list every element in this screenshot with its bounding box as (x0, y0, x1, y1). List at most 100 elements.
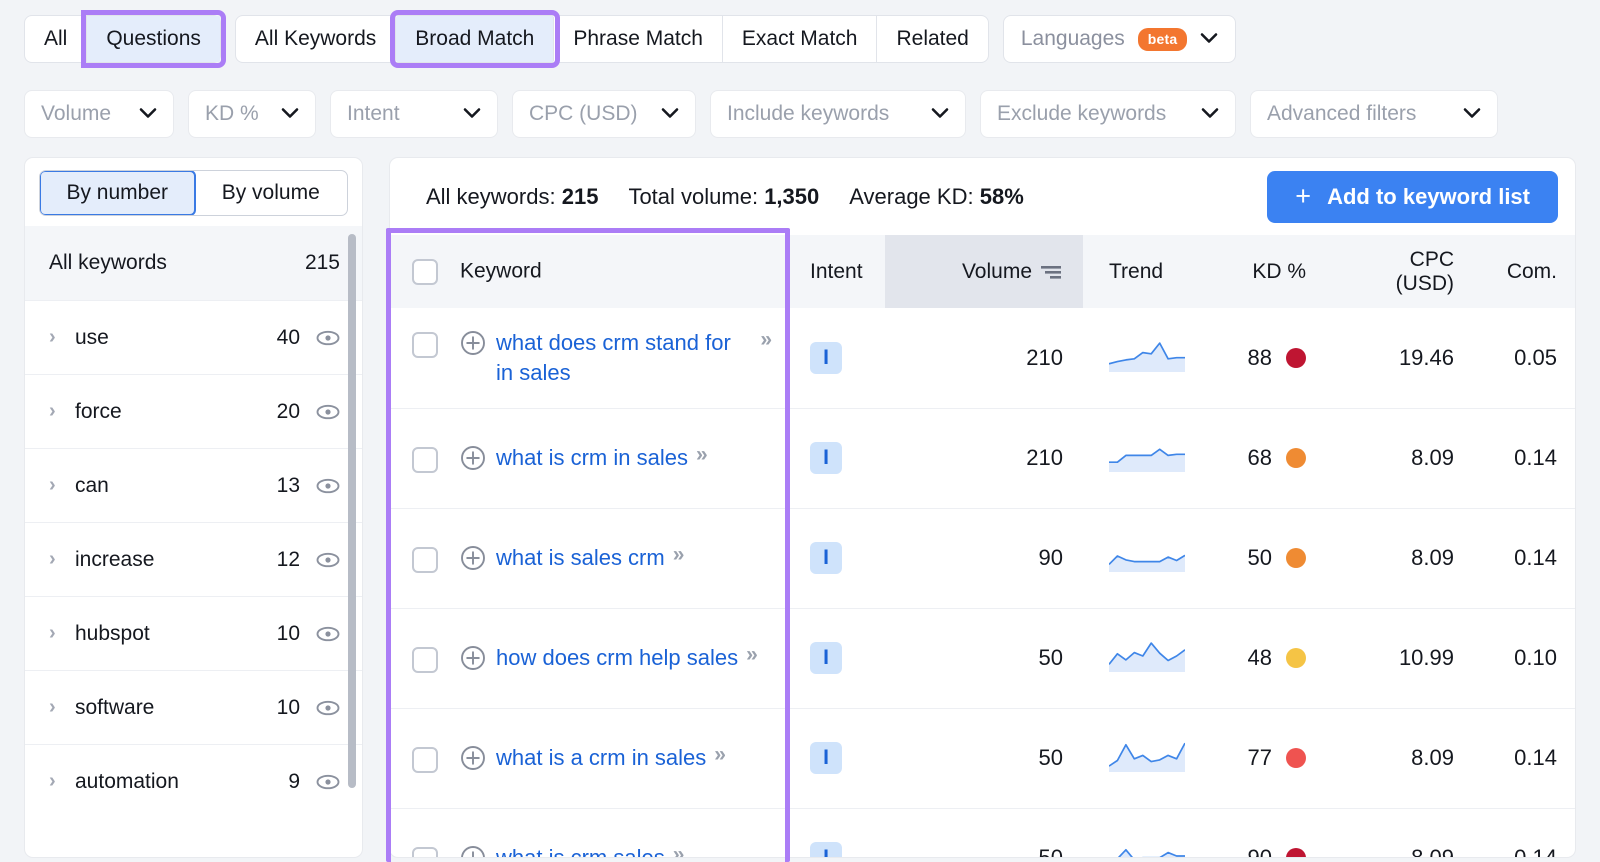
expand-keyword-icon[interactable]: » (746, 643, 758, 666)
row-checkbox[interactable] (412, 547, 438, 573)
tab-broad-match[interactable]: Broad Match (390, 10, 561, 68)
eye-icon[interactable] (316, 622, 340, 646)
chevron-right-icon[interactable]: › (49, 622, 56, 644)
sidebar-item-label: software (75, 695, 155, 719)
header-kd[interactable]: KD % (1211, 235, 1326, 308)
chevron-right-icon[interactable]: › (49, 696, 56, 718)
intent-badge[interactable]: I (810, 542, 842, 574)
sidebar-item-count: 12 (276, 547, 300, 571)
row-checkbox[interactable] (412, 647, 438, 673)
add-keyword-icon[interactable] (460, 745, 486, 771)
stat-all-keywords-value: 215 (561, 183, 599, 209)
header-com[interactable]: Com. (1474, 235, 1575, 308)
header-intent[interactable]: Intent (790, 235, 885, 308)
sidebar-item-count: 13 (276, 473, 300, 497)
table-header-row: Keyword Intent Volume Trend KD % CPC (390, 235, 1575, 308)
chevron-right-icon[interactable]: › (49, 326, 56, 348)
add-keyword-icon[interactable] (460, 545, 486, 571)
all-keywords-count: 215 (304, 251, 340, 274)
keyword-link[interactable]: what is crm sales (496, 845, 665, 858)
keyword-link[interactable]: what is sales crm (496, 545, 665, 570)
add-to-keyword-list-button[interactable]: + Add to keyword list (1267, 170, 1558, 223)
cell-trend (1083, 408, 1211, 509)
add-keyword-icon[interactable] (460, 645, 486, 671)
table-row: what does crm stand for in sales » I 210 88 1… (390, 308, 1575, 409)
filter-include-keywords[interactable]: Include keywords (710, 90, 966, 138)
expand-keyword-icon[interactable]: » (695, 443, 708, 466)
add-keyword-icon[interactable] (460, 445, 486, 471)
tab-related[interactable]: Related (896, 27, 969, 50)
expand-keyword-icon[interactable]: » (672, 843, 685, 858)
sidebar-item-software[interactable]: › software 10 (25, 670, 362, 744)
cell-kd: 48 (1211, 608, 1326, 709)
eye-icon[interactable] (316, 548, 340, 572)
expand-keyword-icon[interactable]: » (672, 543, 685, 566)
header-trend[interactable]: Trend (1083, 235, 1211, 308)
intent-badge[interactable]: I (810, 341, 842, 374)
eye-icon[interactable] (316, 326, 340, 350)
filter-advanced[interactable]: Advanced filters (1250, 90, 1498, 138)
stat-average-kd-value: 58% (979, 183, 1024, 209)
header-volume[interactable]: Volume (885, 235, 1083, 308)
row-checkbox[interactable] (412, 847, 438, 857)
sidebar-scrollbar[interactable] (348, 234, 356, 788)
filter-volume[interactable]: Volume (24, 90, 174, 138)
filter-intent[interactable]: Intent (330, 90, 498, 138)
intent-badge[interactable]: I (810, 742, 842, 774)
header-cpc[interactable]: CPC (USD) (1326, 235, 1474, 308)
intent-badge[interactable]: I (810, 642, 842, 674)
kd-value: 50 (1247, 545, 1272, 570)
keyword-link[interactable]: what is crm in sales (496, 445, 688, 470)
trend-sparkline (1117, 848, 1185, 857)
cell-kd: 50 (1211, 508, 1326, 609)
segment-by-number[interactable]: By number (40, 171, 196, 215)
expand-keyword-icon[interactable]: » (714, 743, 726, 766)
chevron-right-icon[interactable]: › (49, 474, 56, 496)
add-keyword-icon[interactable] (460, 330, 486, 356)
tab-phrase-match[interactable]: Phrase Match (554, 16, 723, 62)
eye-icon[interactable] (316, 400, 340, 424)
sidebar-item-count: 20 (276, 399, 300, 423)
filter-kd[interactable]: KD % (188, 90, 316, 138)
select-all-checkbox[interactable] (412, 258, 438, 285)
sidebar-item-can[interactable]: › can 13 (25, 448, 362, 522)
expand-keyword-icon[interactable]: » (760, 327, 772, 351)
filter-exclude-keywords[interactable]: Exclude keywords (980, 90, 1236, 138)
sidebar-item-hubspot[interactable]: › hubspot 10 (25, 596, 362, 670)
cell-trend (1083, 708, 1211, 809)
tab-all-keywords[interactable]: All Keywords (236, 16, 397, 62)
cell-intent: I (790, 308, 885, 409)
filter-cpc[interactable]: CPC (USD) (512, 90, 696, 138)
kd-value: 77 (1247, 745, 1272, 770)
sidebar-item-use[interactable]: › use 40 (25, 300, 362, 374)
languages-dropdown[interactable]: Languages beta (1002, 15, 1237, 63)
row-checkbox[interactable] (412, 447, 438, 473)
keyword-link[interactable]: how does crm help sales (496, 645, 739, 670)
chevron-right-icon[interactable]: › (49, 400, 56, 422)
eye-icon[interactable] (316, 770, 340, 794)
intent-badge[interactable]: I (810, 842, 842, 857)
segment-by-volume[interactable]: By volume (221, 181, 320, 204)
sidebar-item-force[interactable]: › force 20 (25, 374, 362, 448)
chevron-right-icon[interactable]: › (49, 770, 56, 792)
eye-icon[interactable] (316, 696, 340, 720)
intent-badge[interactable]: I (810, 442, 842, 474)
eye-icon[interactable] (316, 474, 340, 498)
cell-com: 0.14 (1474, 408, 1575, 509)
chevron-right-icon[interactable]: › (49, 548, 56, 570)
tab-exact-match[interactable]: Exact Match (723, 16, 878, 62)
cell-volume: 90 (885, 508, 1083, 609)
row-checkbox[interactable] (412, 331, 438, 358)
keyword-link[interactable]: what does crm stand for in sales (496, 329, 731, 385)
add-keyword-icon[interactable] (460, 845, 486, 858)
cell-intent: I (790, 408, 885, 509)
sidebar-item-automation[interactable]: › automation 9 (25, 744, 362, 818)
kd-status-dot (1286, 347, 1306, 368)
tab-questions[interactable]: Questions (81, 10, 226, 68)
sidebar-item-increase[interactable]: › increase 12 (25, 522, 362, 596)
sidebar-item-all-keywords[interactable]: All keywords 215 (25, 226, 362, 300)
table-body: what does crm stand for in sales » I 210 88 1… (390, 308, 1575, 858)
row-checkbox[interactable] (412, 747, 438, 773)
keyword-link[interactable]: what is a crm in sales (496, 745, 707, 770)
tab-all[interactable]: All (25, 16, 88, 62)
